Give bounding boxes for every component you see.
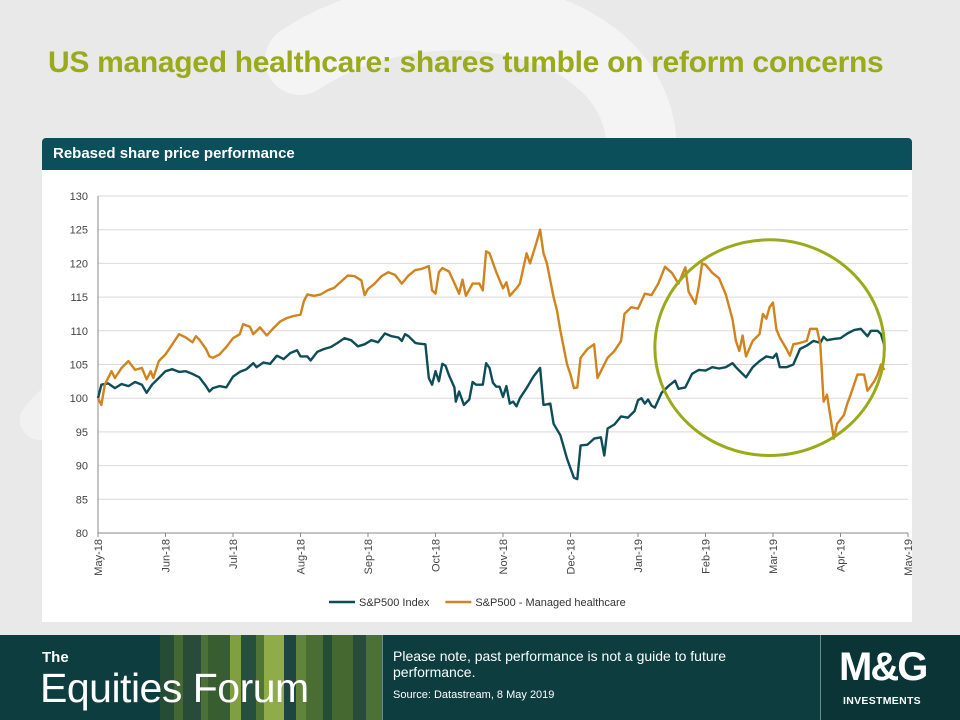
chart-panel-title: Rebased share price performance: [53, 145, 295, 162]
footer-divider-right: [820, 635, 821, 720]
footer-divider-left: [382, 635, 383, 720]
performance-disclaimer: Please note, past performance is not a g…: [393, 648, 727, 680]
slide-title: US managed healthcare: shares tumble on …: [48, 46, 884, 79]
legend-label-1: S&P500 - Managed healthcare: [475, 597, 625, 609]
mg-logo: M&G INVESTMENTS: [821, 635, 960, 720]
y-tick-label-115: 115: [70, 292, 88, 304]
x-tick-label-7: Dec-18: [566, 539, 578, 574]
source-note: Source: Datastream, 8 May 2019: [393, 689, 555, 701]
footer-stripe: [366, 635, 382, 720]
y-tick-label-125: 125: [70, 225, 88, 237]
footer-stripe: [174, 635, 183, 720]
brand-the: The: [42, 649, 69, 666]
x-tick-label-0: May-18: [93, 539, 105, 576]
footer-stripe: [323, 635, 332, 720]
y-tick-label-95: 95: [76, 427, 88, 439]
footer-stripe: [353, 635, 366, 720]
footer-stripe: [160, 635, 174, 720]
x-tick-label-11: Apr-19: [836, 539, 848, 572]
y-tick-label-100: 100: [70, 393, 88, 405]
y-tick-label-90: 90: [76, 461, 88, 473]
line-chart: 80 85 90 95 100 105 110 115 120 125 130 May-18 Jun-1…: [70, 191, 912, 609]
x-tick-label-8: Jan-19: [633, 539, 645, 573]
highlight-ellipse: [653, 238, 886, 457]
footer-stripe: [208, 635, 230, 720]
x-tick-label-1: Jun-18: [161, 539, 173, 573]
chart-area: 80 85 90 95 100 105 110 115 120 125 130 May-18 Jun-1…: [42, 170, 912, 622]
footer-stripe: [241, 635, 256, 720]
footer-stripe: [230, 635, 241, 720]
series-line-1: [96, 228, 886, 440]
footer-stripe: [183, 635, 201, 720]
series-line-0: [96, 327, 886, 481]
footer-stripe: [264, 635, 284, 720]
x-tick-label-3: Aug-18: [296, 539, 308, 574]
x-tick-label-10: Mar-19: [768, 539, 780, 574]
logo-sub-text: INVESTMENTS: [843, 695, 921, 707]
legend-label-0: S&P500 Index: [359, 597, 430, 609]
x-tick-label-12: May-19: [903, 539, 912, 576]
footer-stripe: [306, 635, 323, 720]
chart-panel-header: Rebased share price performance: [42, 138, 912, 170]
footer-stripe: [201, 635, 208, 720]
x-tick-label-2: Jul-18: [228, 539, 240, 569]
y-tick-label-105: 105: [70, 360, 88, 372]
y-tick-label-120: 120: [70, 258, 88, 270]
y-tick-label-110: 110: [70, 326, 88, 338]
x-tick-label-5: Oct-18: [431, 539, 443, 572]
x-tick-label-6: Nov-18: [498, 539, 510, 574]
x-tick-label-9: Feb-19: [701, 539, 713, 574]
y-tick-label-130: 130: [70, 191, 88, 203]
y-tick-label-85: 85: [76, 494, 88, 506]
footer-stripe: [284, 635, 296, 720]
footer-bar: The Equities Forum Please note, past per…: [0, 635, 960, 720]
logo-main-text: M&G: [839, 645, 928, 689]
footer-stripe: [332, 635, 353, 720]
x-tick-label-4: Sep-18: [363, 539, 375, 574]
brand-equities-forum: Equities Forum: [40, 665, 309, 711]
footer-stripe: [296, 635, 306, 720]
footer-stripe: [256, 635, 264, 720]
footer-stripes: [160, 635, 382, 720]
y-tick-label-80: 80: [76, 528, 88, 540]
